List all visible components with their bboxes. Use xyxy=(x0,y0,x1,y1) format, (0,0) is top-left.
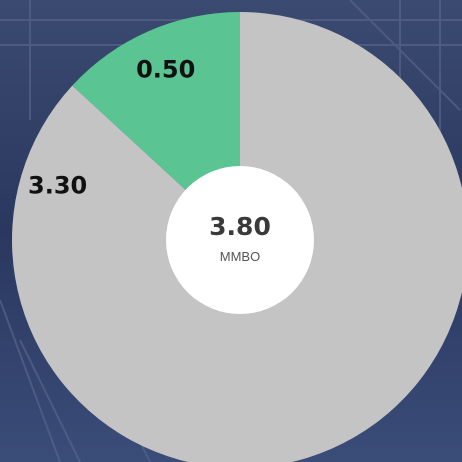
slice-1 xyxy=(12,12,462,462)
total-value: 3.80 xyxy=(209,212,271,241)
slice-label-0: 0.50 xyxy=(136,56,195,84)
slice-label-1: 3.30 xyxy=(28,172,87,200)
slice-labels-group: 0.50 3.30 xyxy=(28,56,195,200)
total-unit: MMBO xyxy=(220,249,260,264)
donut-center xyxy=(166,166,314,314)
